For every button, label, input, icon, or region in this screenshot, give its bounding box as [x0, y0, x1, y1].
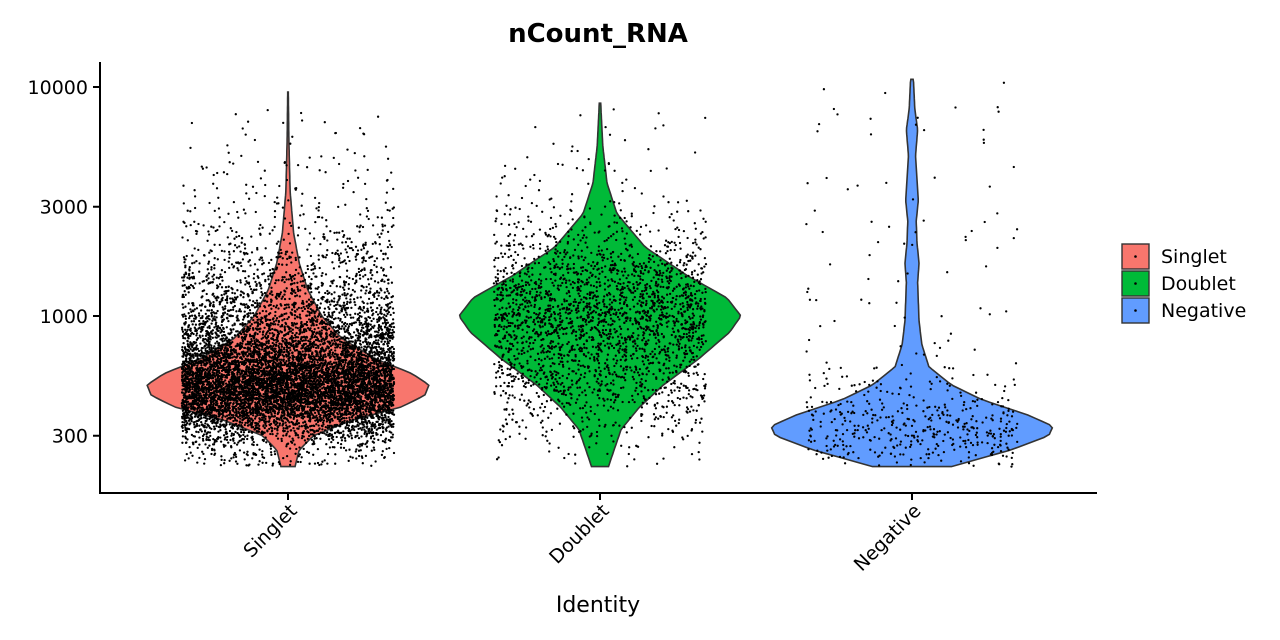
legend-item-singlet: Singlet	[1121, 243, 1227, 270]
points-doublet	[492, 108, 708, 468]
legend-dot	[1134, 282, 1137, 285]
x-tick-label: Negative	[850, 500, 926, 576]
legend-dot	[1134, 255, 1137, 258]
points-layer	[180, 81, 1019, 468]
legend-label: Negative	[1161, 300, 1246, 322]
y-tick-label: 300	[52, 426, 88, 448]
legend-dot	[1134, 309, 1137, 312]
points-singlet	[180, 108, 396, 467]
y-axis-ticks: 300 1000 3000 10000	[28, 77, 100, 448]
legend-item-negative: Negative	[1121, 297, 1246, 324]
legend-label: Singlet	[1161, 246, 1227, 268]
y-tick-label: 1000	[40, 306, 88, 328]
y-tick-label: 10000	[28, 77, 88, 99]
y-tick-label: 3000	[40, 197, 88, 219]
x-axis-ticks: Singlet Doublet Negative	[239, 493, 926, 576]
legend: Singlet Doublet Negative	[1121, 243, 1246, 324]
legend-label: Doublet	[1161, 273, 1236, 295]
chart-title: nCount_RNA	[508, 19, 688, 49]
x-axis-title: Identity	[556, 593, 640, 618]
x-tick-label: Doublet	[545, 500, 613, 568]
points-negative	[805, 81, 1019, 468]
violin-negative	[770, 78, 1054, 468]
x-tick-label: Singlet	[239, 500, 301, 562]
legend-item-doublet: Doublet	[1121, 270, 1236, 297]
